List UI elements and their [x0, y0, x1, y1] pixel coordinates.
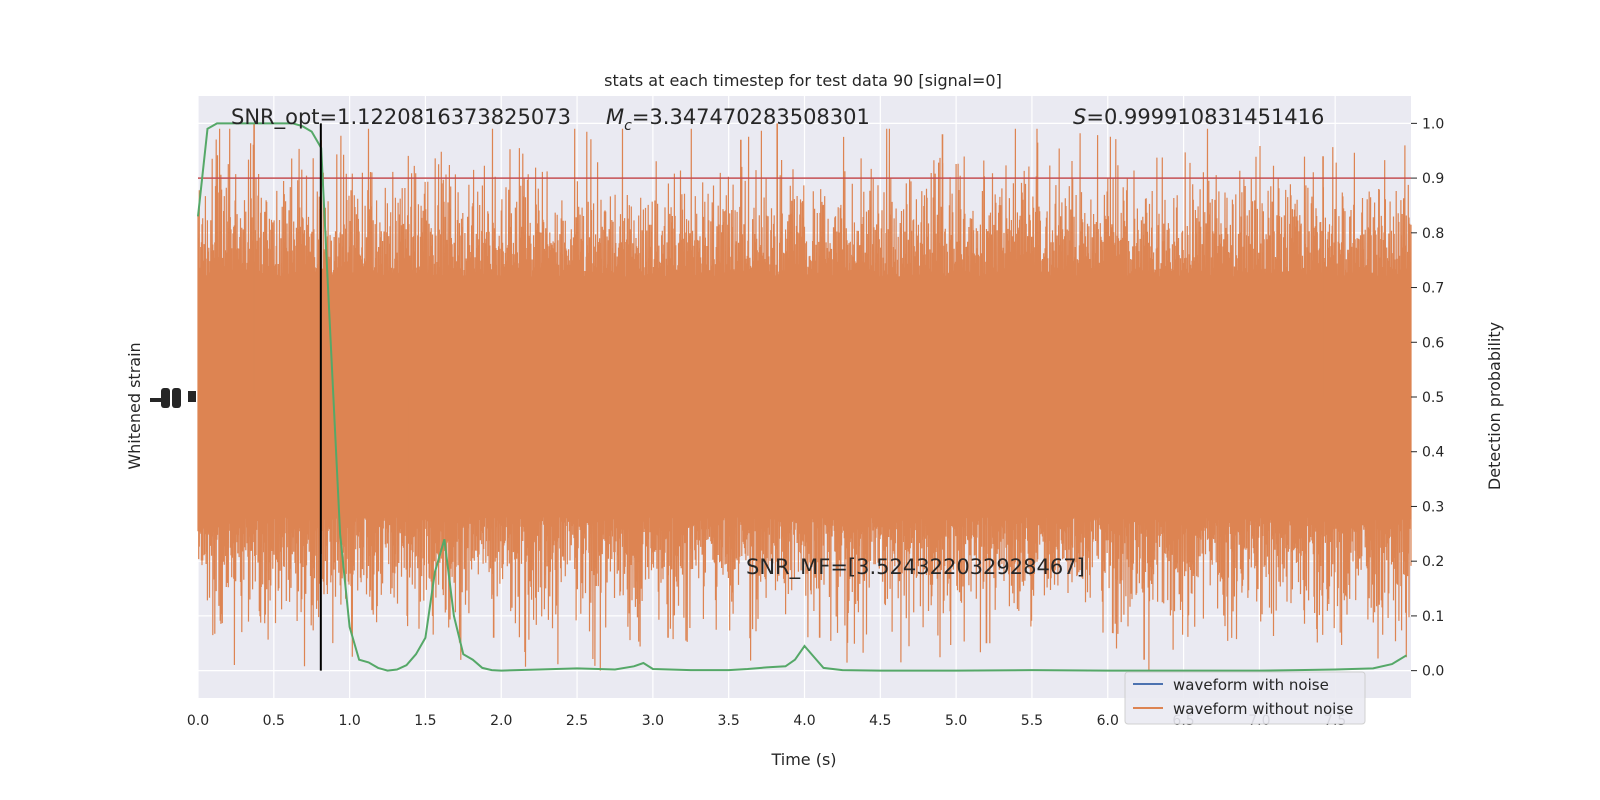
annotation-mc: Mc=3.347470283508301 — [606, 105, 870, 134]
y-tick-label-2: 0.2 — [1422, 554, 1444, 570]
y-tick-label-9: 0.9 — [1422, 171, 1444, 187]
x-tick-label-5: 2.5 — [566, 713, 588, 729]
detection-probability-series — [197, 122, 1408, 672]
x-tick-label-8: 4.0 — [793, 713, 815, 729]
y-tick-label-10: 1.0 — [1422, 116, 1444, 132]
x-tick-label-3: 1.5 — [414, 713, 436, 729]
x-axis-label: Time (s) — [770, 750, 836, 769]
annotation-s: S=0.999910831451416 — [1073, 105, 1324, 129]
x-tick-label-6: 3.0 — [642, 713, 664, 729]
legend: waveform with noise waveform without noi… — [1124, 671, 1366, 725]
y-tick-label-0: 0.0 — [1422, 664, 1444, 680]
y-tick-label-6: 0.6 — [1422, 335, 1444, 351]
x-tick-label-10: 5.0 — [945, 713, 967, 729]
y-tick-label-7: 0.7 — [1422, 281, 1444, 297]
annotation-mc-symbol: M — [606, 105, 624, 129]
annotation-mc-subscript: c — [624, 118, 632, 134]
y-tick-label-3: 0.3 — [1422, 499, 1444, 515]
x-tick-label-4: 2.0 — [490, 713, 512, 729]
annotation-snr-mf: SNR_MF=[3.524322032928467] — [746, 555, 1085, 580]
y-axis-left-label: Whitened strain — [125, 342, 144, 469]
x-tick-label-7: 3.5 — [718, 713, 740, 729]
x-tick-label-11: 5.5 — [1021, 713, 1043, 729]
legend-label-with-noise: waveform with noise — [1173, 676, 1329, 694]
detection-probability-line — [197, 122, 1408, 672]
x-tick-label-9: 4.5 — [869, 713, 891, 729]
chart-title: stats at each timestep for test data 90 … — [604, 71, 1002, 90]
y-tick-label-5: 0.5 — [1422, 390, 1444, 406]
x-tick-label-2: 1.0 — [338, 713, 360, 729]
annotation-snr-opt: SNR_opt=1.1220816373825073 — [231, 105, 571, 130]
left-axis-tick-clutter — [150, 388, 196, 408]
x-tick-label-0: 0.0 — [187, 713, 209, 729]
legend-box — [1124, 671, 1366, 725]
waveform-without-noise-line — [197, 128, 1412, 671]
y-axis-right-ticks: 0.0 0.1 0.2 0.3 0.4 0.5 0.6 0.7 0.8 0.9 1.0 — [1411, 116, 1444, 680]
legend-label-without-noise: waveform without noise — [1173, 700, 1353, 718]
y-tick-label-4: 0.4 — [1422, 445, 1444, 461]
y-tick-label-8: 0.8 — [1422, 226, 1444, 242]
annotation-s-symbol: S — [1073, 105, 1086, 129]
annotation-mc-value: =3.347470283508301 — [632, 105, 870, 129]
y-axis-right-label: Detection probability — [1485, 322, 1504, 490]
x-tick-label-1: 0.5 — [263, 713, 285, 729]
x-tick-label-12: 6.0 — [1097, 713, 1119, 729]
annotation-s-value: =0.999910831451416 — [1086, 105, 1324, 129]
y-tick-label-1: 0.1 — [1422, 609, 1444, 625]
